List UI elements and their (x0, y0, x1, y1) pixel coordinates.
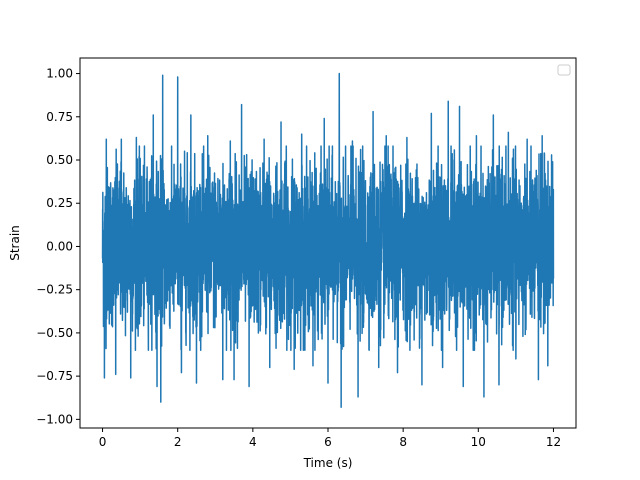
y-tick-label: −0.75 (36, 369, 73, 383)
y-axis-label: Strain (8, 225, 22, 261)
y-tick-label: 0.75 (46, 110, 73, 124)
y-tick-label: 0.25 (46, 196, 73, 210)
x-axis-label: Time (s) (303, 456, 353, 470)
strain-series-line (101, 72, 555, 408)
legend-box (557, 64, 571, 76)
x-tick-label: 8 (399, 435, 407, 449)
y-tick-label: 1.00 (46, 67, 73, 81)
x-axis: 0 2 4 6 8 10 12 (99, 428, 561, 449)
y-tick-label: 0.00 (46, 239, 73, 253)
y-tick-label: −0.50 (36, 326, 73, 340)
x-tick-label: 6 (324, 435, 332, 449)
x-tick-label: 4 (249, 435, 257, 449)
x-tick-label: 2 (174, 435, 182, 449)
y-axis: −1.00 −0.75 −0.50 −0.25 0.00 0.25 0.50 0.75 1.00 (36, 67, 80, 426)
y-tick-label: −0.25 (36, 283, 73, 297)
x-tick-label: 0 (99, 435, 107, 449)
x-tick-label: 10 (471, 435, 486, 449)
series-layer (101, 72, 555, 408)
x-tick-label: 12 (546, 435, 561, 449)
y-tick-label: 0.50 (46, 153, 73, 167)
y-tick-label: −1.00 (36, 412, 73, 426)
